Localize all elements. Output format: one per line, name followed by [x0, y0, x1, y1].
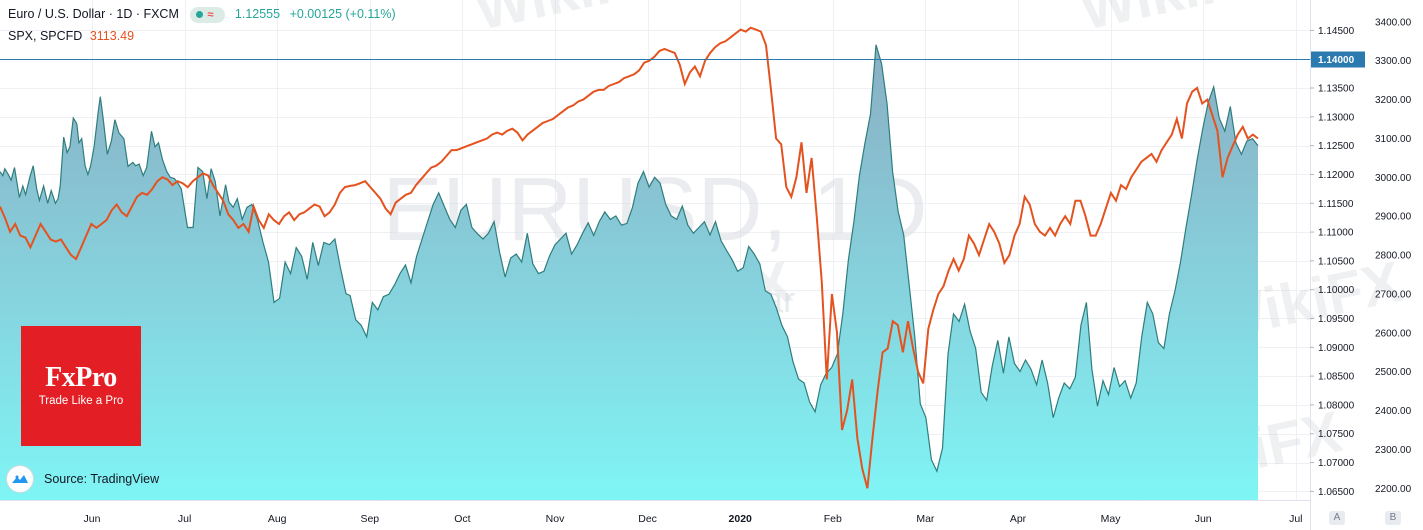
- log-scale-button[interactable]: B: [1385, 511, 1401, 525]
- spx-tick-label: 3100.00: [1375, 134, 1412, 145]
- eurusd-tick-label: 1.07500: [1318, 429, 1355, 440]
- eurusd-tick-label: 1.08500: [1318, 372, 1355, 383]
- source-label: Source: TradingView: [44, 472, 160, 486]
- spx-tick-label: 3300.00: [1375, 56, 1412, 67]
- brand-watermark-text: WikiFX: [470, 0, 672, 43]
- overlay-symbol: SPX, SPCFD: [8, 29, 83, 43]
- price-axis[interactable]: 1.14500 1.14000 1.13500 1.13000 1.12500 1.120…: [1310, 17, 1412, 498]
- time-tick-label: Jul: [1289, 513, 1302, 525]
- eurusd-tick-label: 1.07000: [1318, 458, 1355, 469]
- time-tick-label: Jul: [178, 513, 191, 525]
- eurusd-tick-label: 1.08000: [1318, 400, 1355, 411]
- time-tick-label: Jun: [84, 513, 101, 525]
- time-tick-label: Aug: [268, 513, 287, 525]
- spx-tick-label: 2300.00: [1375, 445, 1412, 456]
- time-tick-label: 2020: [729, 513, 753, 525]
- time-tick-label: Dec: [638, 513, 657, 525]
- eurusd-tick-label: 1.10500: [1318, 256, 1355, 267]
- eurusd-tick-label: 1.09000: [1318, 343, 1355, 354]
- time-tick-label: Mar: [916, 513, 935, 525]
- fxpro-logo-box: FxPro Trade Like a Pro: [21, 326, 141, 446]
- time-axis[interactable]: Jun Jul Aug Sep Oct Nov Dec 2020 Feb Mar Apr May Jun…: [84, 513, 1303, 525]
- tradingview-icon: [6, 465, 34, 493]
- eurusd-tick-label: 1.14500: [1318, 26, 1355, 37]
- time-tick-label: Sep: [360, 513, 379, 525]
- spx-tick-label: 2200.00: [1375, 484, 1412, 495]
- time-tick-label: Apr: [1010, 513, 1027, 525]
- wave-icon: ≈: [207, 9, 214, 21]
- price-change: +0.00125 (+0.11%): [289, 7, 396, 21]
- status-dot-icon: [196, 11, 204, 18]
- status-pill[interactable]: ≈: [190, 7, 226, 23]
- auto-scale-button[interactable]: A: [1329, 511, 1345, 525]
- price-level-label-text: 1.14000: [1318, 55, 1355, 66]
- spx-tick-label: 2500.00: [1375, 367, 1412, 378]
- spx-tick-label: 2400.00: [1375, 406, 1412, 417]
- symbol-legend[interactable]: Euro / U.S. Dollar · 1D · FXCM ≈ 1.12555…: [8, 6, 402, 23]
- eurusd-area: [0, 44, 1258, 501]
- spx-tick-label: 2800.00: [1375, 251, 1412, 262]
- eurusd-tick-label: 1.12000: [1318, 170, 1355, 181]
- brand-watermark-text: WikiFX: [1075, 0, 1277, 43]
- source-credit: Source: TradingView: [6, 465, 159, 493]
- eurusd-tick-label: 1.09500: [1318, 314, 1355, 325]
- symbol-title: Euro / U.S. Dollar · 1D · FXCM: [8, 7, 179, 21]
- eurusd-tick-label: 1.11000: [1318, 228, 1354, 239]
- eurusd-tick-label: 1.12500: [1318, 141, 1355, 152]
- overlay-value: 3113.49: [89, 29, 135, 43]
- eurusd-line: [0, 44, 1259, 473]
- time-tick-label: Jun: [1195, 513, 1212, 525]
- time-tick-label: Feb: [824, 513, 842, 525]
- eurusd-tick-label: 1.13000: [1318, 112, 1355, 123]
- spx-tick-label: 2700.00: [1375, 289, 1412, 300]
- overlay-legend[interactable]: SPX, SPCFD 3113.49: [8, 28, 140, 44]
- spx-tick-label: 2600.00: [1375, 328, 1412, 339]
- time-tick-label: May: [1101, 513, 1122, 525]
- time-tick-label: Nov: [546, 513, 565, 525]
- spx-tick-label: 3000.00: [1375, 173, 1412, 184]
- spx-tick-label: 3400.00: [1375, 17, 1412, 28]
- fxpro-tagline: Trade Like a Pro: [38, 395, 124, 407]
- last-price: 1.12555: [234, 7, 281, 21]
- price-level-label: 1.14000: [1311, 51, 1365, 68]
- time-tick-label: Oct: [454, 513, 470, 525]
- eurusd-tick-label: 1.10000: [1318, 285, 1355, 296]
- price-level-label-bg: [1311, 51, 1365, 68]
- spx-tick-label: 2900.00: [1375, 212, 1412, 223]
- spx-line: [0, 26, 1259, 489]
- spx-tick-label: 3200.00: [1375, 95, 1412, 106]
- eurusd-tick-label: 1.06500: [1318, 487, 1355, 498]
- eurusd-tick-label: 1.13500: [1318, 84, 1355, 95]
- eurusd-tick-label: 1.11500: [1318, 199, 1354, 210]
- fxpro-logo: FxPro: [45, 362, 117, 393]
